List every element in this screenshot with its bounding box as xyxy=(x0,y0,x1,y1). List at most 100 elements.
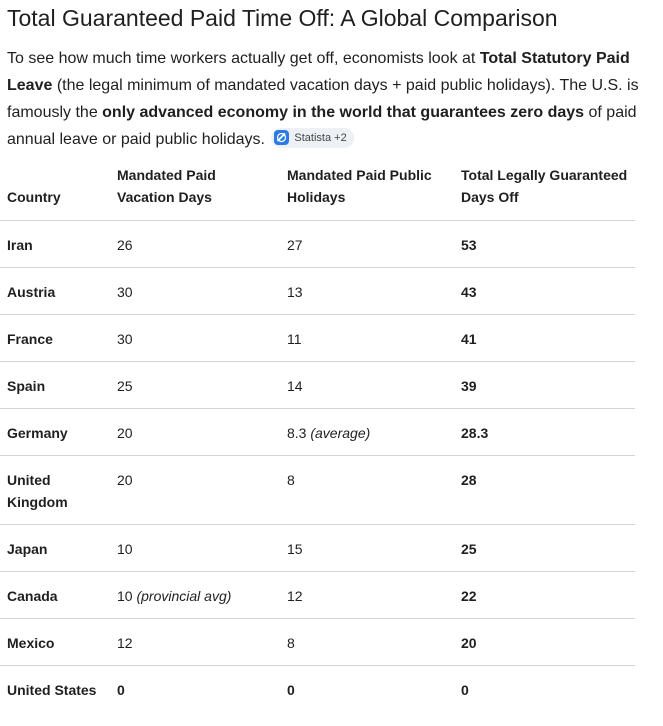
table-row: Mexico 12 8 20 xyxy=(0,618,635,666)
table-body: Iran 26 27 53 Austria 30 13 43 France 30 11 41 Spain… xyxy=(0,220,635,713)
cell-total: 28 xyxy=(454,455,635,525)
cell-vacation: 20 xyxy=(110,455,280,525)
table-row: Canada 10 (provincial avg) 12 22 xyxy=(0,571,635,619)
vacation-days: 20 xyxy=(117,472,133,488)
cell-country: Spain xyxy=(0,361,110,409)
country-name: Spain xyxy=(7,378,46,394)
vacation-days: 10 xyxy=(117,541,133,557)
cell-holidays: 27 xyxy=(280,220,454,268)
total-days: 41 xyxy=(461,331,477,347)
total-days: 0 xyxy=(461,682,469,698)
statista-icon xyxy=(274,130,290,145)
vacation-days: 12 xyxy=(117,635,133,651)
total-days: 28.3 xyxy=(461,425,489,441)
header-holidays: Mandated Paid Public Holidays xyxy=(280,153,454,221)
cell-vacation: 20 xyxy=(110,408,280,456)
holiday-days: 12 xyxy=(287,588,303,604)
table-header-row: Country Mandated Paid Vacation Days Mand… xyxy=(0,153,635,221)
vacation-days: 30 xyxy=(117,331,133,347)
total-days: 20 xyxy=(461,635,477,651)
vacation-days: 10 xyxy=(117,588,133,604)
cell-vacation: 12 xyxy=(110,618,280,666)
country-name: Canada xyxy=(7,588,58,604)
cell-holidays: 13 xyxy=(280,267,454,315)
intro-paragraph: To see how much time workers actually ge… xyxy=(7,45,659,153)
cell-vacation: 30 xyxy=(110,314,280,362)
cell-holidays: 11 xyxy=(280,314,454,362)
cell-country: Iran xyxy=(0,220,110,268)
country-name: Austria xyxy=(7,284,56,300)
cell-total: 41 xyxy=(454,314,635,362)
holiday-days: 8 xyxy=(287,635,295,651)
cell-total: 22 xyxy=(454,571,635,619)
pto-comparison-table: Country Mandated Paid Vacation Days Mand… xyxy=(0,153,635,712)
cell-country: France xyxy=(0,314,110,362)
total-days: 53 xyxy=(461,237,477,253)
vacation-days: 26 xyxy=(117,237,133,253)
cell-holidays: 0 xyxy=(280,666,454,713)
country-name: United States xyxy=(7,682,97,698)
vacation-note: (provincial avg) xyxy=(136,588,232,604)
country-name: Japan xyxy=(7,541,48,557)
cell-total: 39 xyxy=(454,361,635,409)
cell-country: Canada xyxy=(0,571,110,619)
table-row: France 30 11 41 xyxy=(0,314,635,362)
cell-country: United States xyxy=(0,666,110,713)
cell-holidays: 12 xyxy=(280,571,454,619)
intro-bold-2: only advanced economy in the world that … xyxy=(102,104,585,121)
holiday-days: 13 xyxy=(287,284,303,300)
cell-total: 20 xyxy=(454,618,635,666)
header-total: Total Legally Guaranteed Days Off xyxy=(454,153,635,221)
cell-total: 53 xyxy=(454,220,635,268)
country-name: Iran xyxy=(7,237,33,253)
cell-total: 0 xyxy=(454,666,635,713)
source-chip[interactable]: Statista +2 xyxy=(271,127,354,148)
vacation-days: 25 xyxy=(117,378,133,394)
cell-vacation: 30 xyxy=(110,267,280,315)
cell-country: United Kingdom xyxy=(0,455,110,525)
source-chip-label: Statista +2 xyxy=(294,131,347,144)
cell-vacation: 0 xyxy=(110,666,280,713)
table-row: Austria 30 13 43 xyxy=(0,267,635,315)
intro-text-2: (the legal minimum of mandated vacation … xyxy=(7,77,639,121)
table-row: United States 0 0 0 xyxy=(0,666,635,713)
holiday-days: 8.3 xyxy=(287,425,307,441)
holiday-days: 27 xyxy=(287,237,303,253)
table-row: United Kingdom 20 8 28 xyxy=(0,455,635,525)
intro-text-3: of paid annual leave or paid public holi… xyxy=(7,104,637,148)
cell-country: Japan xyxy=(0,524,110,572)
cell-country: Austria xyxy=(0,267,110,315)
holiday-days: 0 xyxy=(287,682,295,698)
cell-vacation: 26 xyxy=(110,220,280,268)
holiday-days: 15 xyxy=(287,541,303,557)
total-days: 43 xyxy=(461,284,477,300)
country-name: Germany xyxy=(7,425,68,441)
cell-holidays: 8 xyxy=(280,455,454,525)
table-row: Japan 10 15 25 xyxy=(0,524,635,572)
country-name: Mexico xyxy=(7,635,55,651)
table-row: Germany 20 8.3 (average) 28.3 xyxy=(0,408,635,456)
holiday-days: 11 xyxy=(287,331,302,347)
cell-holidays: 15 xyxy=(280,524,454,572)
country-name: France xyxy=(7,331,53,347)
cell-total: 43 xyxy=(454,267,635,315)
cell-vacation: 10 (provincial avg) xyxy=(110,571,280,619)
cell-holidays: 8 xyxy=(280,618,454,666)
country-name: United Kingdom xyxy=(7,472,68,510)
header-country: Country xyxy=(0,153,110,221)
intro-bold-1: Total Statutory Paid Leave xyxy=(7,50,630,94)
holidays-note: (average) xyxy=(310,425,371,441)
total-days: 39 xyxy=(461,378,477,394)
total-days: 25 xyxy=(461,541,477,557)
total-days: 22 xyxy=(461,588,477,604)
cell-vacation: 25 xyxy=(110,361,280,409)
page-title: Total Guaranteed Paid Time Off: A Global… xyxy=(7,5,558,31)
cell-country: Mexico xyxy=(0,618,110,666)
vacation-days: 20 xyxy=(117,425,133,441)
cell-holidays: 8.3 (average) xyxy=(280,408,454,456)
vacation-days: 0 xyxy=(117,682,125,698)
table-row: Spain 25 14 39 xyxy=(0,361,635,409)
intro-text-1: To see how much time workers actually ge… xyxy=(7,50,480,67)
vacation-days: 30 xyxy=(117,284,133,300)
header-vacation: Mandated Paid Vacation Days xyxy=(110,153,280,221)
